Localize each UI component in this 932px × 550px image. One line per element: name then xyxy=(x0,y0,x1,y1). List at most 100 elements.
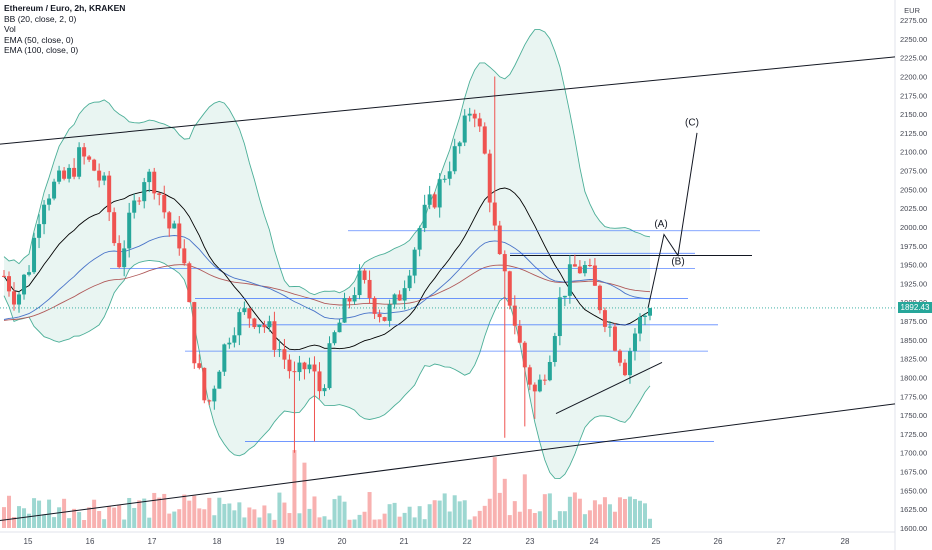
candle-body xyxy=(567,264,572,296)
volume-bar xyxy=(467,519,472,528)
candle-body xyxy=(362,270,367,280)
candle-body xyxy=(337,322,342,333)
wave-label-1: (B) xyxy=(671,257,684,268)
candle-body xyxy=(67,167,72,179)
volume-bar xyxy=(292,450,297,528)
volume-bar xyxy=(648,518,652,528)
candle-body xyxy=(277,349,282,351)
volume-bar xyxy=(462,500,467,528)
indicator-ema100[interactable]: EMA (100, close, 0) xyxy=(4,45,79,56)
time-tick-label: 27 xyxy=(777,537,786,546)
volume-bar xyxy=(117,504,122,528)
price-tick-label: 1675.00 xyxy=(900,468,927,477)
indicator-vol[interactable]: Vol xyxy=(4,24,16,35)
candle-body xyxy=(7,276,12,292)
channel-upper-trendline xyxy=(0,56,896,145)
price-tick-label: 1800.00 xyxy=(900,373,927,382)
candle-body xyxy=(57,170,62,182)
volume-bar xyxy=(492,457,497,528)
candle-body xyxy=(222,344,227,372)
price-tick-label: 2225.00 xyxy=(900,54,927,63)
volume-bar xyxy=(92,499,97,528)
volume-bar xyxy=(617,497,622,528)
volume-bar xyxy=(417,506,422,528)
volume-bar xyxy=(452,495,457,528)
candle-body xyxy=(417,228,422,250)
volume-bar xyxy=(472,516,477,528)
volume-bar xyxy=(487,498,492,528)
volume-bar xyxy=(352,519,357,528)
price-tick-label: 2100.00 xyxy=(900,148,927,157)
volume-bar xyxy=(37,500,42,528)
volume-bar xyxy=(17,506,22,528)
volume-bar xyxy=(267,513,272,528)
candle-body xyxy=(167,212,172,229)
price-tick-label: 2025.00 xyxy=(900,204,927,213)
price-tick-label: 2200.00 xyxy=(900,72,927,81)
volume-bar xyxy=(347,519,352,528)
candle-body xyxy=(107,175,112,213)
price-unit: EUR xyxy=(904,6,920,15)
indicator-bb[interactable]: BB (20, close, 2, 0) xyxy=(4,13,77,24)
candle-body xyxy=(472,113,477,119)
price-tick-label: 1775.00 xyxy=(900,392,927,401)
candle-body xyxy=(487,153,492,203)
candle-body xyxy=(632,333,637,352)
candle-body xyxy=(27,272,32,275)
candle-body xyxy=(37,224,42,238)
candle-body xyxy=(462,115,467,143)
volume-bar xyxy=(182,494,187,528)
candle-body xyxy=(622,362,627,376)
candle-body xyxy=(537,379,542,392)
volume-bar xyxy=(637,500,642,528)
candle-body xyxy=(642,315,647,317)
candle-body xyxy=(402,288,407,301)
candle-body xyxy=(422,204,427,229)
volume-bar xyxy=(192,495,197,528)
candle-body xyxy=(547,362,552,381)
candle-body xyxy=(392,294,397,305)
price-tick-label: 1975.00 xyxy=(900,242,927,251)
volume-bar xyxy=(397,516,402,528)
volume-bar xyxy=(572,492,577,528)
volume-bar xyxy=(282,502,287,528)
candle-body xyxy=(72,167,77,177)
volume-bar xyxy=(527,509,532,528)
time-tick-label: 19 xyxy=(276,537,285,546)
volume-bar xyxy=(102,519,107,528)
volume-bar xyxy=(107,506,112,528)
indicator-ema50[interactable]: EMA (50, close, 0) xyxy=(4,34,74,45)
candle-body xyxy=(347,298,352,302)
candle-body xyxy=(102,175,107,181)
volume-bar xyxy=(67,518,72,528)
symbol-title: Ethereum / Euro, 2h, KRAKEN xyxy=(4,3,126,13)
volume-bar xyxy=(622,498,627,528)
price-tick-label: 1925.00 xyxy=(900,279,927,288)
volume-bar xyxy=(562,511,567,528)
volume-bar xyxy=(437,500,442,528)
candle-body xyxy=(297,362,302,373)
volume-bar xyxy=(607,504,612,528)
price-tick-label: 1950.00 xyxy=(900,261,927,270)
volume-bar xyxy=(422,519,427,528)
candle-body xyxy=(17,294,22,305)
volume-bar xyxy=(627,496,632,528)
volume-bar xyxy=(597,504,602,528)
volume-bar xyxy=(122,519,127,528)
time-tick-label: 17 xyxy=(148,537,157,546)
ema50-line xyxy=(3,235,651,320)
candle-body xyxy=(32,237,37,273)
volume-bar xyxy=(177,509,182,528)
candle-body xyxy=(552,336,557,363)
candle-body xyxy=(122,248,127,268)
candle-body xyxy=(162,194,167,213)
volume-bar xyxy=(502,478,507,528)
candle-body xyxy=(512,305,517,326)
candle-body xyxy=(387,304,392,321)
price-tick-label: 1750.00 xyxy=(900,411,927,420)
volume-bar xyxy=(342,501,347,528)
volume-bar xyxy=(632,499,637,528)
volume-bar xyxy=(27,513,32,528)
candle-body xyxy=(342,298,347,323)
